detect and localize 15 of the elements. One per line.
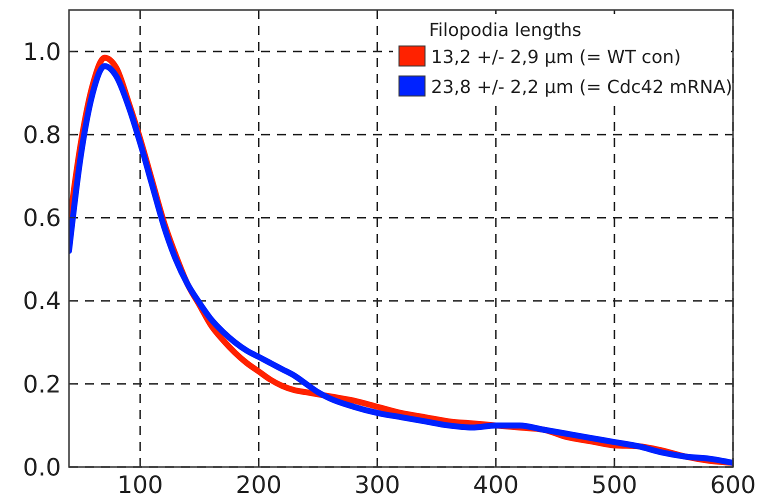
x-tick-label: 600 [710, 471, 756, 499]
y-tick-label: 0.6 [22, 204, 61, 232]
x-tick-label: 300 [354, 471, 400, 499]
legend-label: 23,8 +/- 2,2 µm (= Cdc42 mRNA) [431, 77, 732, 98]
x-tick-label: 500 [592, 471, 638, 499]
y-tick-label: 0.8 [22, 121, 61, 150]
legend-title: Filopodia lengths [429, 20, 582, 41]
y-tick-label: 1.0 [22, 38, 61, 66]
y-tick-label: 0.2 [22, 370, 61, 398]
y-tick-label: 0.4 [22, 287, 61, 316]
x-tick-label: 100 [117, 471, 164, 499]
legend-label: 13,2 +/- 2,9 µm (= WT con) [431, 47, 681, 68]
x-tick-label: 400 [472, 471, 519, 499]
x-tick-label: 200 [236, 471, 282, 499]
y-tick-label: 0.0 [22, 453, 61, 482]
